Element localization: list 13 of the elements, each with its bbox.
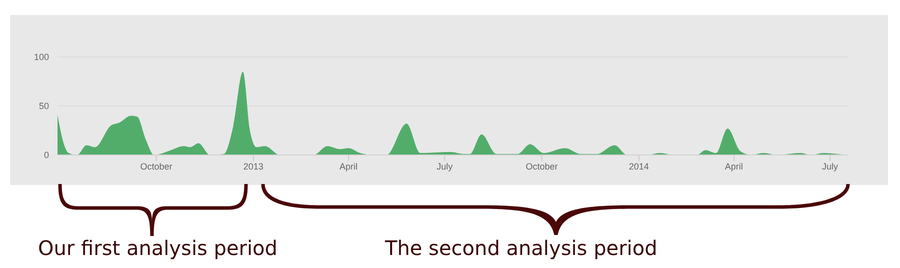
x-tick-label: 2014 [628,161,649,172]
y-tick-label: 100 [34,52,49,62]
text: Our first analysis period [38,236,278,260]
x-tick-label: April [339,161,358,172]
x-tick-label: October [140,161,172,172]
x-tick-label: October [526,161,558,172]
y-tick-label: 0 [44,150,49,160]
x-tick-label: April [724,161,743,172]
x-tick-label: July [436,161,454,172]
y-tick-label: 50 [38,101,49,112]
x-tick-label: July [822,161,839,172]
x-tick-label: 2013 [243,161,264,172]
text: The second analysis period [385,236,658,260]
